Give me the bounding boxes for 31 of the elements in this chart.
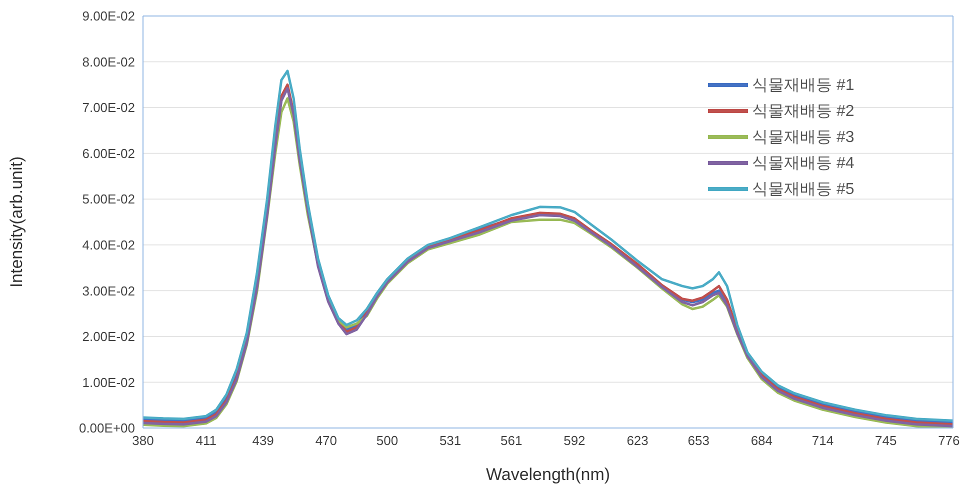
- y-tick-label: 6.00E-02: [82, 146, 135, 161]
- x-tick-label: 776: [938, 433, 960, 448]
- x-axis-title: Wavelength(nm): [486, 465, 610, 484]
- y-tick-label: 2.00E-02: [82, 329, 135, 344]
- y-axis-title: Intensity(arb.unit): [7, 156, 26, 288]
- x-tick-label: 684: [750, 433, 773, 448]
- y-tick-label: 0.00E+00: [78, 420, 135, 436]
- x-tick-label: 439: [252, 433, 274, 448]
- legend-label: 식물재배등 #4: [752, 154, 854, 174]
- legend-label: 식물재배등 #1: [752, 76, 854, 96]
- x-tick-label: 623: [626, 433, 648, 448]
- x-tick-label: 653: [688, 433, 710, 448]
- x-tick-label: 500: [376, 433, 398, 448]
- y-tick-label: 4.00E-02: [82, 238, 135, 253]
- legend-label: 식물재배등 #5: [752, 180, 854, 200]
- y-tick-label: 9.00E-02: [82, 8, 135, 24]
- y-tick-label: 7.00E-02: [82, 100, 135, 116]
- y-tick-label: 8.00E-02: [82, 54, 135, 70]
- x-tick-label: 714: [812, 433, 834, 448]
- x-tick-label: 531: [439, 433, 462, 448]
- y-tick-label: 1.00E-02: [82, 374, 135, 390]
- x-tick-label: 411: [196, 433, 216, 448]
- x-tick-label: 592: [564, 433, 586, 448]
- x-tick-label: 470: [315, 433, 338, 448]
- y-tick-label: 5.00E-02: [82, 192, 135, 207]
- y-tick-label: 3.00E-02: [82, 283, 135, 298]
- x-tick-label: 380: [132, 433, 154, 448]
- legend-label: 식물재배등 #2: [752, 102, 854, 122]
- legend-label: 식물재배등 #3: [752, 128, 854, 148]
- x-tick-label: 745: [874, 433, 897, 448]
- x-tick-label: 561: [500, 433, 522, 448]
